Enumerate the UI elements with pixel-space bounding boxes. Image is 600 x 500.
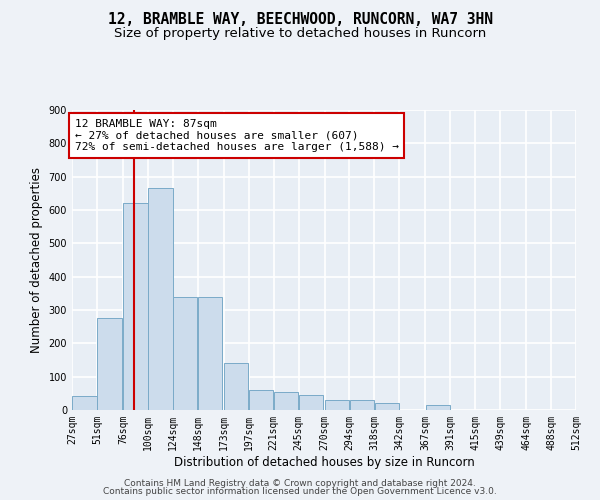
Bar [148,188,173,410]
Text: Size of property relative to detached houses in Runcorn: Size of property relative to detached ho… [114,28,486,40]
Text: Contains HM Land Registry data © Crown copyright and database right 2024.: Contains HM Land Registry data © Crown c… [124,478,476,488]
Bar [224,364,248,410]
Text: 12, BRAMBLE WAY, BEECHWOOD, RUNCORN, WA7 3HN: 12, BRAMBLE WAY, BEECHWOOD, RUNCORN, WA7… [107,12,493,28]
X-axis label: Distribution of detached houses by size in Runcorn: Distribution of detached houses by size … [173,456,475,468]
Bar [274,392,298,410]
Bar [249,390,274,410]
Bar [350,400,374,410]
Text: 12 BRAMBLE WAY: 87sqm
← 27% of detached houses are smaller (607)
72% of semi-det: 12 BRAMBLE WAY: 87sqm ← 27% of detached … [74,119,398,152]
Bar [123,204,148,410]
Text: Contains public sector information licensed under the Open Government Licence v3: Contains public sector information licen… [103,488,497,496]
Bar [198,296,223,410]
Bar [325,400,349,410]
Y-axis label: Number of detached properties: Number of detached properties [30,167,43,353]
Bar [72,396,97,410]
Bar [425,405,450,410]
Bar [374,404,399,410]
Bar [299,395,323,410]
Bar [173,296,197,410]
Bar [97,318,122,410]
